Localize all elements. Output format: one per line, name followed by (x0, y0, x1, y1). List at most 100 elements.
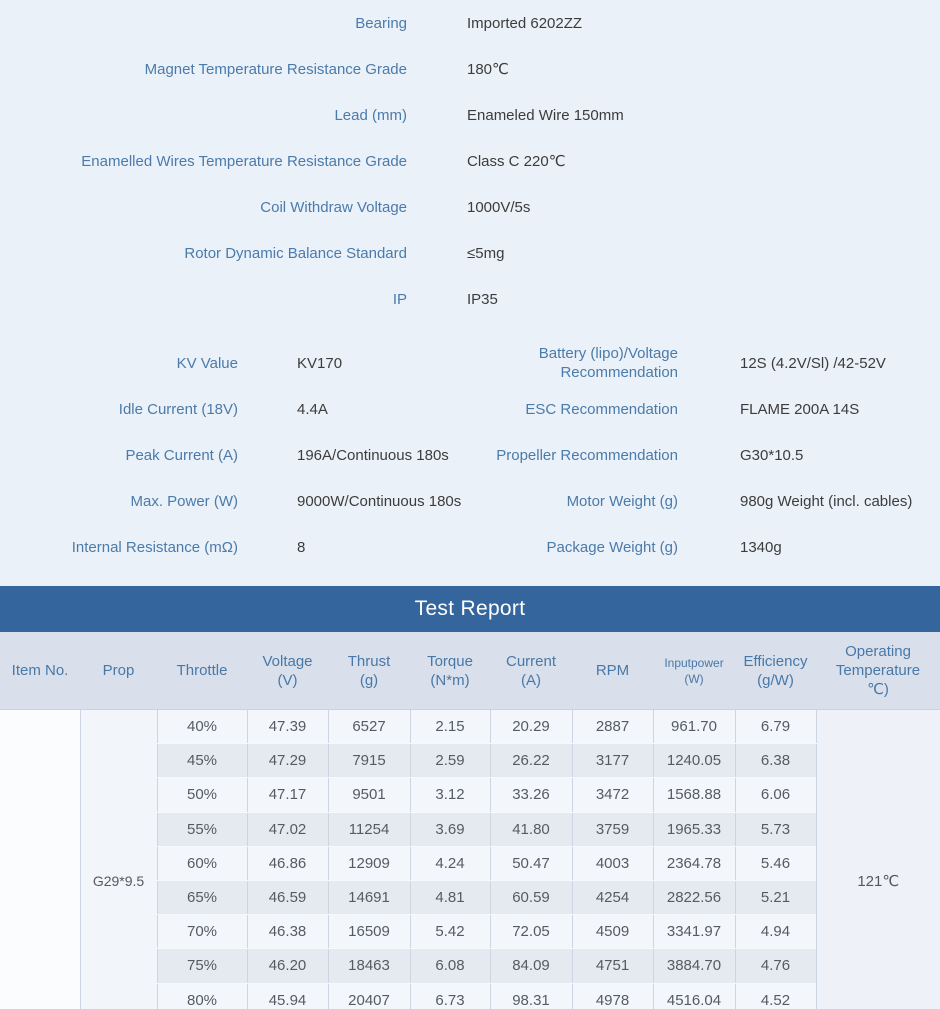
cell-throttle: 60% (156, 846, 247, 881)
table-row: 60% 46.86 12909 4.24 50.47 4003 2364.78 5.46 (0, 846, 940, 881)
spec-value: 180℃ (467, 61, 509, 78)
spec-label: Rotor Dynamic Balance Standard (184, 244, 407, 262)
cell-current: 60.59 (489, 880, 572, 916)
cell-inputpower: 961.70 (652, 709, 735, 745)
spec-label: Battery (lipo)/Voltage Recommendation (538, 345, 678, 381)
cell-current: 98.31 (489, 983, 572, 1009)
item-no-cell (0, 709, 80, 1009)
cell-inputpower: 1568.88 (652, 777, 735, 813)
cell-efficiency: 5.46 (734, 846, 816, 881)
spec-label: IP (392, 290, 407, 308)
cell-current: 84.09 (489, 948, 572, 984)
cell-current: 50.47 (489, 846, 572, 881)
cell-current: 20.29 (489, 709, 572, 745)
col-header-torque: Torque (N*m) (410, 632, 490, 710)
cell-voltage: 47.39 (246, 709, 328, 745)
cell-thrust: 6527 (327, 709, 410, 745)
cell-rpm: 4509 (571, 914, 653, 950)
cell-torque: 4.24 (409, 846, 490, 881)
cell-inputpower: 3341.97 (652, 914, 735, 950)
cell-thrust: 16509 (327, 914, 410, 950)
cell-throttle: 50% (156, 777, 247, 813)
cell-throttle: 45% (156, 743, 247, 779)
spec-value: 12S (4.2V/Sl) /42-52V (740, 354, 886, 372)
cell-current: 41.80 (489, 812, 572, 847)
spec-label: Motor Weight (g) (566, 492, 678, 510)
cell-inputpower: 2364.78 (652, 846, 735, 881)
col-header-item-no: Item No. (0, 632, 80, 710)
table-row: 70% 46.38 16509 5.42 72.05 4509 3341.97 4.94 (0, 914, 940, 950)
cell-rpm: 3177 (571, 743, 653, 779)
cell-efficiency: 6.79 (734, 709, 816, 745)
table-row: 80% 45.94 20407 6.73 98.31 4978 4516.04 4.52 (0, 983, 940, 1009)
cell-voltage: 46.38 (246, 914, 328, 950)
spec-grid: KV Value KV170 Battery (lipo)/Voltage Reco… (0, 340, 940, 570)
spec-value: Imported 6202ZZ (467, 14, 583, 32)
cell-torque: 3.69 (409, 812, 490, 847)
col-header-rpm: RPM (572, 632, 653, 710)
cell-efficiency: 5.73 (734, 812, 816, 847)
cell-current: 33.26 (489, 777, 572, 813)
cell-rpm: 2887 (571, 709, 653, 745)
table-row: 65% 46.59 14691 4.81 60.59 4254 2822.56 5.21 (0, 880, 940, 916)
prop-cell: G29*9.5 (79, 709, 157, 1009)
spec-value: 8 (297, 538, 306, 556)
spec-label: Enamelled Wires Temperature Resistance G… (81, 152, 407, 170)
cell-rpm: 4254 (571, 880, 653, 916)
cell-voltage: 46.20 (246, 948, 328, 984)
spec-label: Idle Current (18V) (118, 400, 238, 418)
cell-voltage: 46.59 (246, 880, 328, 916)
spec-list: Bearing Imported 6202ZZ Magnet Temperature… (0, 0, 940, 322)
spec-label: Lead (mm) (334, 106, 407, 124)
cell-thrust: 18463 (327, 948, 410, 984)
spec-value: 9000W/Continuous 180s (297, 492, 462, 510)
spec-grid-row: Max. Power (W) 9000W/Continuous 180s Motor… (0, 478, 940, 524)
cell-throttle: 40% (156, 709, 247, 745)
cell-efficiency: 4.76 (734, 948, 816, 984)
spec-label: ESC Recommendation (525, 400, 678, 418)
spec-row: IP IP35 (0, 276, 940, 322)
cell-throttle: 75% (156, 948, 247, 984)
spec-value: Enameled Wire 150mm (467, 106, 624, 124)
test-report-table: Item No. Prop Throttle Voltage (V) Thrus… (0, 632, 940, 1009)
spec-row: Coil Withdraw Voltage 1000V/5s (0, 184, 940, 230)
cell-inputpower: 1965.33 (652, 812, 735, 847)
spec-value: 1340g (740, 538, 782, 556)
spec-label: Package Weight (g) (546, 538, 678, 556)
cell-inputpower: 1240.05 (652, 743, 735, 779)
spec-value: KV170 (297, 354, 343, 372)
spec-value: 196A/Continuous 180s (297, 446, 449, 464)
spec-row: Rotor Dynamic Balance Standard ≤5mg (0, 230, 940, 276)
cell-voltage: 47.17 (246, 777, 328, 813)
cell-throttle: 80% (156, 983, 247, 1009)
cell-thrust: 14691 (327, 880, 410, 916)
table-row: G29*9.5 40% 47.39 6527 2.15 20.29 2887 961.70 6.… (0, 709, 940, 1009)
cell-thrust: 9501 (327, 777, 410, 813)
spec-grid-row: Peak Current (A) 196A/Continuous 180s Prop… (0, 432, 940, 478)
spec-grid-row: Idle Current (18V) 4.4A ESC Recommendation… (0, 386, 940, 432)
spec-label: KV Value (176, 354, 238, 372)
spec-label: Coil Withdraw Voltage (260, 198, 407, 216)
spec-label: Magnet Temperature Resistance Grade (144, 60, 407, 78)
spec-grid-row: Internal Resistance (mΩ) 8 Package Weight … (0, 524, 940, 570)
spec-label: Propeller Recommendation (496, 446, 678, 464)
cell-inputpower: 4516.04 (652, 983, 735, 1009)
table-row: 50% 47.17 9501 3.12 33.26 3472 1568.88 6.06 (0, 777, 940, 813)
spec-value: Class C 220℃ (467, 153, 566, 170)
cell-rpm: 4978 (571, 983, 653, 1009)
table-row: 45% 47.29 7915 2.59 26.22 3177 1240.05 6.38 (0, 743, 940, 779)
cell-efficiency: 6.06 (734, 777, 816, 813)
cell-torque: 2.59 (409, 743, 490, 779)
cell-efficiency: 6.38 (734, 743, 816, 779)
col-header-throttle: Throttle (157, 632, 247, 710)
cell-efficiency: 4.52 (734, 983, 816, 1009)
spec-row: Lead (mm) Enameled Wire 150mm (0, 92, 940, 138)
cell-thrust: 20407 (327, 983, 410, 1009)
spec-label: Bearing (355, 14, 407, 32)
cell-torque: 6.08 (409, 948, 490, 984)
cell-rpm: 3759 (571, 812, 653, 847)
cell-throttle: 65% (156, 880, 247, 916)
spec-value: 980g Weight (incl. cables) (740, 492, 913, 510)
spec-value: FLAME 200A 14S (740, 400, 860, 418)
cell-torque: 4.81 (409, 880, 490, 916)
